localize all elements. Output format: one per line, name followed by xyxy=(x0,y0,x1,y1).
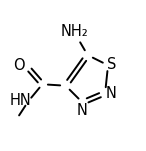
Text: HN: HN xyxy=(10,93,31,108)
Text: NH₂: NH₂ xyxy=(61,24,88,39)
Text: N: N xyxy=(77,103,88,118)
Text: O: O xyxy=(13,58,25,73)
Text: N: N xyxy=(106,86,117,101)
Text: S: S xyxy=(107,58,117,72)
